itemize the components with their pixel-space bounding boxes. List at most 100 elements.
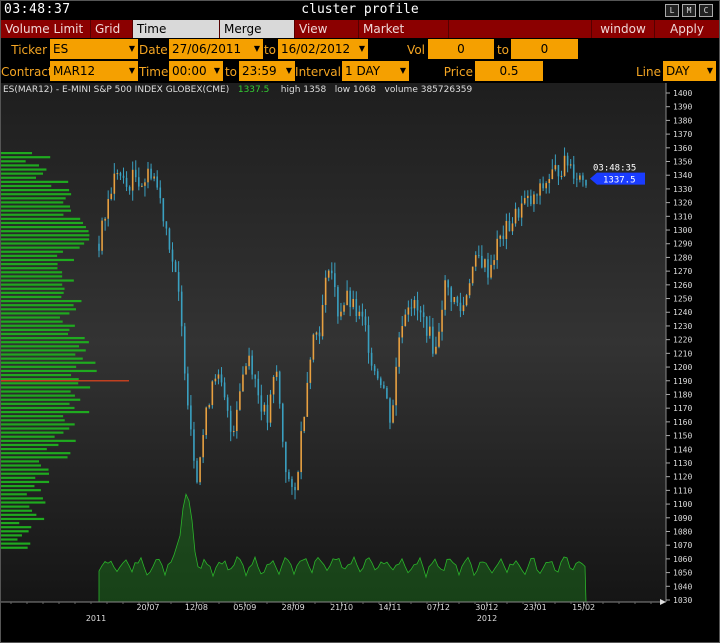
candle-body: [171, 249, 174, 262]
y-tick-label: 1130: [673, 459, 692, 468]
x-tick-label: 14/11: [378, 603, 401, 612]
y-tick-label: 1170: [673, 404, 692, 413]
apply-button[interactable]: Apply: [670, 22, 704, 36]
candle-body: [119, 173, 122, 176]
candle-body: [545, 183, 547, 189]
menu-market-watch[interactable]: Market Watch: [359, 20, 449, 54]
profile-bar: [1, 332, 69, 336]
line-select[interactable]: DAY ▼: [663, 61, 716, 81]
y-tick-label: 1330: [673, 185, 692, 194]
candle-body: [502, 235, 505, 239]
candle-body: [379, 378, 382, 386]
candle-body: [321, 304, 324, 337]
profile-bar: [1, 505, 30, 508]
y-tick-label: 1190: [673, 377, 692, 386]
profile-bar: [1, 406, 75, 410]
vol-to-field[interactable]: 0: [511, 39, 578, 59]
price-scale-field[interactable]: 0.5: [475, 61, 543, 81]
chart-area[interactable]: 1030 1040 1050 1060 1070 1080 1090 1100 1110 1120…: [1, 83, 719, 642]
candle-body: [309, 359, 312, 383]
last-price-tag: [590, 172, 645, 185]
axis-arrow-icon: [660, 599, 666, 605]
candle-body: [585, 179, 587, 186]
contract-select[interactable]: MAR12 ▼: [50, 61, 138, 81]
menu-grid[interactable]: Grid: [91, 20, 133, 38]
time-from-value: 00:00: [172, 64, 207, 78]
y-tick-label: 1390: [673, 103, 692, 112]
vol-from-field[interactable]: 0: [428, 39, 494, 59]
candle-body: [566, 155, 569, 166]
profile-bar: [1, 254, 58, 257]
c-button[interactable]: C: [699, 4, 713, 17]
profile-bar: [1, 279, 74, 282]
y-tick-label: 1030: [673, 596, 692, 605]
y-tick-label: 1200: [673, 363, 692, 372]
candle-body: [386, 387, 388, 399]
menu-volume-limit[interactable]: Volume Limit: [1, 20, 91, 38]
candle-body: [107, 199, 109, 219]
profile-bar: [1, 369, 97, 373]
profile-bar: [1, 497, 43, 500]
profile-bar: [1, 398, 81, 401]
chevron-down-icon: ▼: [358, 44, 365, 53]
candle-body: [511, 223, 514, 232]
candle-body: [533, 194, 535, 205]
candle-body: [487, 259, 489, 278]
interval-select[interactable]: 1 DAY ▼: [342, 61, 409, 81]
chevron-down-icon: ▼: [128, 66, 135, 75]
profile-bar: [1, 480, 50, 484]
candle-body: [306, 382, 309, 417]
date-to-field[interactable]: 16/02/2012 ▼: [278, 39, 368, 59]
candle-body: [413, 300, 416, 309]
candle-body: [288, 472, 290, 479]
candle-body: [340, 311, 342, 317]
ticker-select[interactable]: ES ▼: [50, 39, 138, 59]
candle-body: [226, 397, 229, 411]
profile-bar: [1, 324, 75, 327]
profile-bar: [1, 160, 26, 163]
title-bar[interactable]: 03:48:37 cluster profile L M C: [1, 1, 719, 19]
candle-body: [536, 194, 538, 196]
candle-body: [131, 169, 134, 191]
m-button[interactable]: M: [682, 4, 696, 17]
l-button[interactable]: L: [665, 4, 679, 17]
line-label: Line: [635, 65, 661, 79]
y-tick-label: 1110: [673, 486, 692, 495]
profile-bar: [1, 341, 89, 344]
date-from-value: 27/06/2011: [172, 42, 242, 56]
profile-bar: [1, 172, 44, 175]
candle-body: [128, 186, 131, 191]
candle-body: [499, 235, 502, 239]
candle-body: [361, 311, 364, 317]
profile-bar: [1, 530, 29, 533]
profile-bar: [1, 267, 58, 270]
profile-bar: [1, 489, 41, 492]
menu-view-dom[interactable]: View DOM: [295, 20, 359, 54]
profile-bar: [1, 304, 74, 307]
y-tick-label: 1140: [673, 445, 692, 454]
time-to-field[interactable]: 23:59 ▼: [239, 61, 295, 81]
menu-merge-contr[interactable]: Merge Contr: [220, 20, 295, 54]
candle-body: [419, 310, 422, 313]
filter-row-1: Ticker ES ▼ Date 27/06/2011 ▼ to 16/02/201…: [1, 38, 719, 75]
candle-body: [376, 371, 379, 379]
candle-body: [147, 168, 149, 183]
time-from-field[interactable]: 00:00 ▼: [169, 61, 223, 81]
profile-bar: [1, 435, 55, 438]
candle-body: [471, 266, 474, 284]
menu-time-interval[interactable]: Time Interval: [133, 20, 220, 54]
profile-bar: [1, 209, 72, 212]
profile-bar: [1, 230, 89, 233]
profile-bar: [1, 443, 59, 447]
profile-bar: [1, 184, 52, 188]
window-button[interactable]: window: [591, 20, 655, 38]
time-label: Time: [139, 65, 169, 79]
candle-body: [315, 332, 318, 335]
profile-bar: [1, 246, 80, 249]
x-tick-label: 05/09: [233, 603, 256, 612]
price-chart[interactable]: 1030 1040 1050 1060 1070 1080 1090 1100 1110 1120…: [1, 83, 719, 642]
date-label: Date: [139, 43, 168, 57]
profile-bar: [1, 538, 18, 541]
date-from-field[interactable]: 27/06/2011 ▼: [169, 39, 263, 59]
